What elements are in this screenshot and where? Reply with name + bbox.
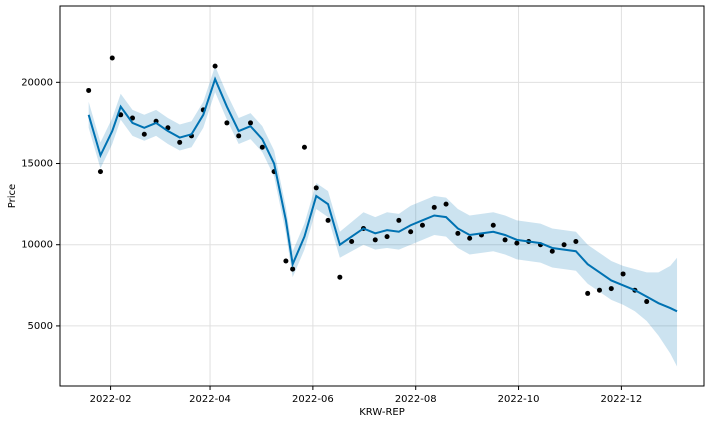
data-point [290, 266, 296, 272]
data-point [443, 201, 449, 207]
y-axis-label: Price [7, 184, 18, 208]
data-point [384, 234, 390, 240]
data-point [177, 139, 183, 145]
x-tick-label: 2022-06 [292, 394, 334, 405]
data-point [573, 238, 579, 244]
data-point [431, 204, 437, 210]
data-point [514, 240, 520, 246]
x-axis-label: KRW-REP [359, 407, 405, 418]
y-tick-label: 15000 [21, 159, 53, 170]
uncertainty-band [88, 66, 678, 367]
data-point [596, 287, 602, 293]
data-point [212, 63, 218, 69]
x-tick-label: 2022-10 [498, 394, 540, 405]
data-point [561, 242, 567, 248]
data-point [283, 258, 289, 264]
data-point [349, 238, 355, 244]
data-point [325, 217, 331, 223]
y-tick-label: 10000 [21, 240, 53, 251]
data-point [620, 271, 626, 277]
data-point [396, 217, 402, 223]
data-point [248, 120, 254, 126]
data-point [86, 87, 92, 93]
data-point [490, 222, 496, 228]
data-point [118, 112, 124, 118]
data-point [141, 131, 147, 137]
data-point [372, 237, 378, 243]
data-point [313, 185, 319, 191]
data-point [467, 235, 473, 241]
forecast-line [87, 76, 678, 313]
x-tick-label: 2022-04 [189, 394, 231, 405]
data-point [585, 290, 591, 296]
data-point [301, 144, 307, 150]
data-point [502, 237, 508, 243]
data-point [644, 299, 650, 305]
y-tick-label: 5000 [28, 321, 53, 332]
data-point [236, 133, 242, 139]
data-point [259, 144, 265, 150]
data-point [608, 286, 614, 292]
data-point [337, 274, 343, 280]
x-tick-label: 2022-02 [90, 394, 132, 405]
data-point [549, 248, 555, 254]
data-point [129, 115, 135, 121]
x-tick-label: 2022-08 [395, 394, 437, 405]
data-point [419, 222, 425, 228]
y-tick-label: 20000 [21, 77, 53, 88]
data-point [109, 55, 115, 61]
data-point [455, 230, 461, 236]
plot-frame [59, 5, 705, 387]
data-point [224, 120, 230, 126]
x-tick-label: 2022-12 [600, 394, 642, 405]
data-point [97, 169, 103, 175]
data-point [408, 229, 414, 235]
